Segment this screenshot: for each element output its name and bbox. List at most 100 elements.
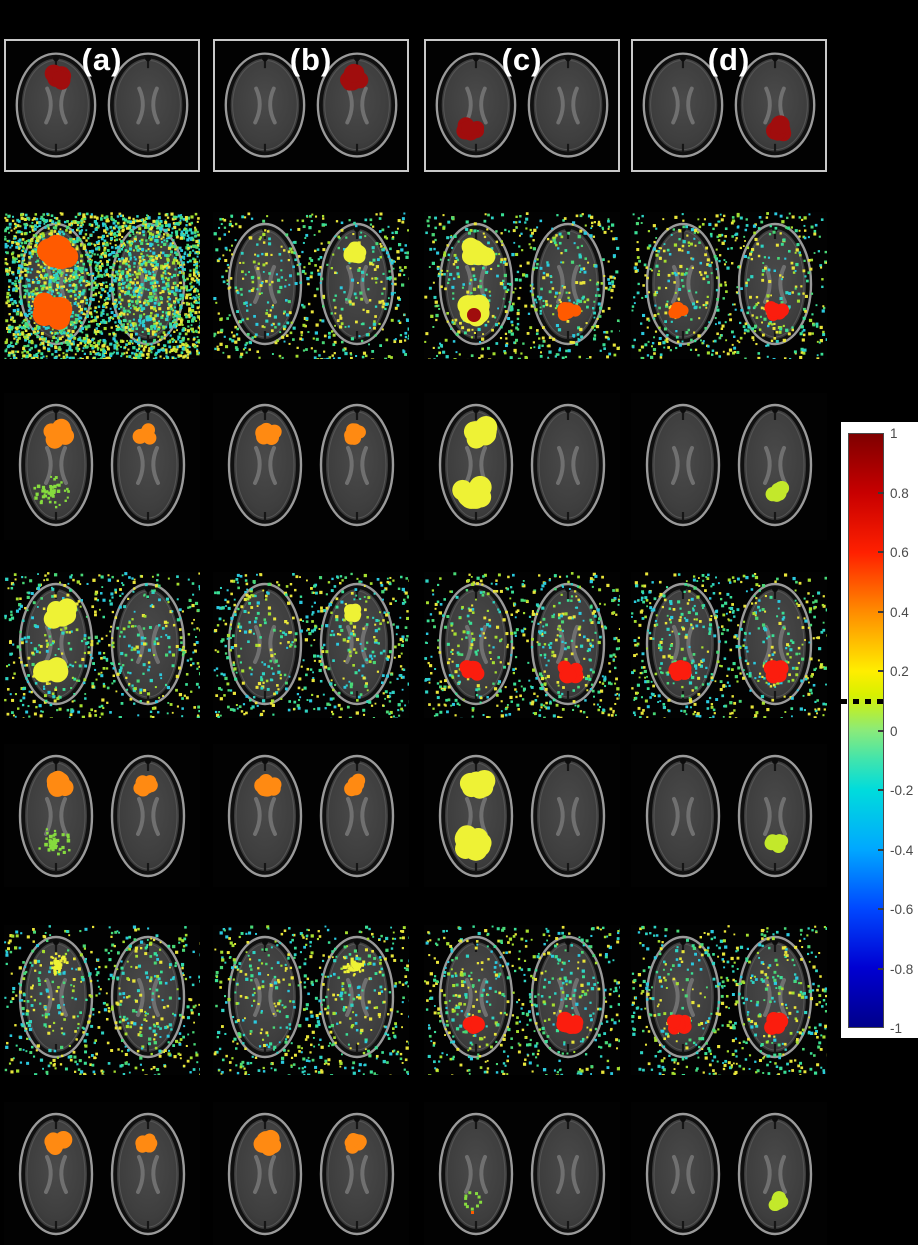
brain-panel-row1-c: (c)	[424, 39, 620, 172]
activation-blob	[768, 1191, 789, 1211]
activation-blob	[666, 1014, 692, 1035]
colorbar-threshold-marker	[841, 698, 885, 704]
brain-panel-row5-d	[631, 744, 827, 887]
brain-panel-row2-a	[4, 212, 200, 359]
brain-slice	[110, 754, 186, 878]
activation-blob	[454, 825, 492, 861]
colorbar-tick-mark	[878, 491, 884, 494]
colorbar-tick-mark	[878, 848, 884, 851]
brain-slice	[645, 935, 721, 1059]
brain-panel-row1-d: (d)	[631, 39, 827, 172]
colorbar-tick-label: -0.6	[890, 902, 914, 917]
brain-panel-row1-a: (a)	[4, 39, 200, 172]
activation-blob	[44, 1130, 73, 1156]
brain-slice	[530, 754, 606, 878]
brain-slice	[227, 754, 303, 878]
activation-blob	[556, 1011, 584, 1034]
activation-blob	[456, 117, 485, 141]
colorbar-tick-mark	[878, 551, 884, 553]
brain-panel-row7-a	[4, 1102, 200, 1245]
activation-blob	[764, 1011, 789, 1035]
brain-panel-row2-b	[213, 212, 409, 359]
noise-speckle-field	[4, 572, 200, 718]
activation-blob	[340, 63, 369, 91]
brain-slice	[645, 1112, 721, 1236]
brain-panel-row6-a	[4, 925, 200, 1075]
activation-blob	[135, 1133, 158, 1153]
brain-slice	[18, 1112, 94, 1236]
brain-panel-row4-c	[424, 572, 620, 718]
activation-blob	[133, 775, 158, 797]
activation-blob	[668, 301, 689, 319]
activation-blob	[344, 603, 362, 623]
brain-slice	[527, 52, 609, 158]
activation-blob	[33, 475, 70, 509]
noise-speckle-field	[424, 572, 620, 718]
activation-blob	[461, 237, 496, 266]
brain-slice	[110, 582, 186, 706]
activation-blob	[43, 418, 75, 449]
activation-blob	[32, 292, 73, 330]
colorbar-tick-label: 0	[890, 723, 898, 739]
brain-panel-row5-a	[4, 744, 200, 887]
activation-blob	[36, 234, 79, 270]
brain-panel-row6-b	[213, 925, 409, 1075]
activation-blob	[764, 301, 790, 322]
activation-blob	[33, 657, 69, 683]
brain-slice	[319, 582, 395, 706]
noise-speckle-field	[424, 925, 620, 1075]
brain-panel-row2-c	[424, 212, 620, 359]
brain-panel-row4-b	[213, 572, 409, 718]
activation-blob	[343, 241, 367, 264]
brain-slice	[438, 582, 514, 706]
noise-speckle-field	[213, 572, 409, 718]
colorbar-tick-mark	[878, 729, 884, 732]
brain-panel-row6-d	[631, 925, 827, 1075]
brain-panel-row3-b	[213, 393, 409, 540]
brain-slice	[319, 754, 395, 878]
brain-slice	[645, 754, 721, 878]
brain-slice	[319, 1112, 395, 1236]
activation-blob	[668, 660, 692, 682]
activation-blob	[344, 423, 366, 445]
brain-slice	[110, 1112, 186, 1236]
brain-panel-row3-d	[631, 393, 827, 540]
colorbar-tick-mark	[878, 610, 884, 613]
activation-blob	[557, 660, 584, 684]
activation-blob	[43, 598, 77, 629]
activation-blob	[764, 834, 789, 853]
brain-slice	[227, 403, 303, 527]
brain-slice	[737, 754, 813, 878]
activation-blob	[765, 480, 790, 502]
colorbar-tick-label: 0.2	[890, 664, 909, 679]
brain-panel-row7-b	[213, 1102, 409, 1245]
noise-speckle-field	[631, 212, 827, 359]
brain-slice	[15, 52, 97, 158]
colorbar-tick-label: -0.2	[890, 783, 914, 798]
brain-slice	[438, 935, 514, 1059]
activation-blob	[457, 294, 490, 327]
brain-slice	[224, 52, 306, 158]
brain-slice	[316, 52, 398, 158]
colorbar-tick-mark	[878, 670, 884, 672]
activation-blob	[132, 423, 157, 445]
activation-blob	[463, 416, 498, 449]
colorbar-panel: 1 0.8 0.6 0.4 0.2 0 -0.2 -0.4 -0.6 -0.8 -1	[841, 422, 918, 1038]
panel-label-a: (a)	[81, 42, 123, 77]
panel-label-b: (b)	[289, 42, 333, 77]
activation-blob	[462, 1015, 485, 1034]
brain-slice	[734, 52, 816, 158]
brain-slice	[737, 403, 813, 527]
brain-panel-row4-d	[631, 572, 827, 718]
brain-panel-row7-d	[631, 1102, 827, 1245]
brain-panel-row7-c	[424, 1102, 620, 1245]
brain-panel-row5-c	[424, 744, 620, 887]
brain-panel-row4-a	[4, 572, 200, 718]
activation-blob	[557, 302, 582, 321]
colorbar-tick-label: 1	[890, 426, 898, 441]
noise-speckle-field	[213, 925, 409, 1075]
brain-slice	[645, 403, 721, 527]
activation-blob	[342, 957, 366, 976]
noise-speckle-field	[213, 212, 409, 359]
brain-slice	[642, 52, 724, 158]
